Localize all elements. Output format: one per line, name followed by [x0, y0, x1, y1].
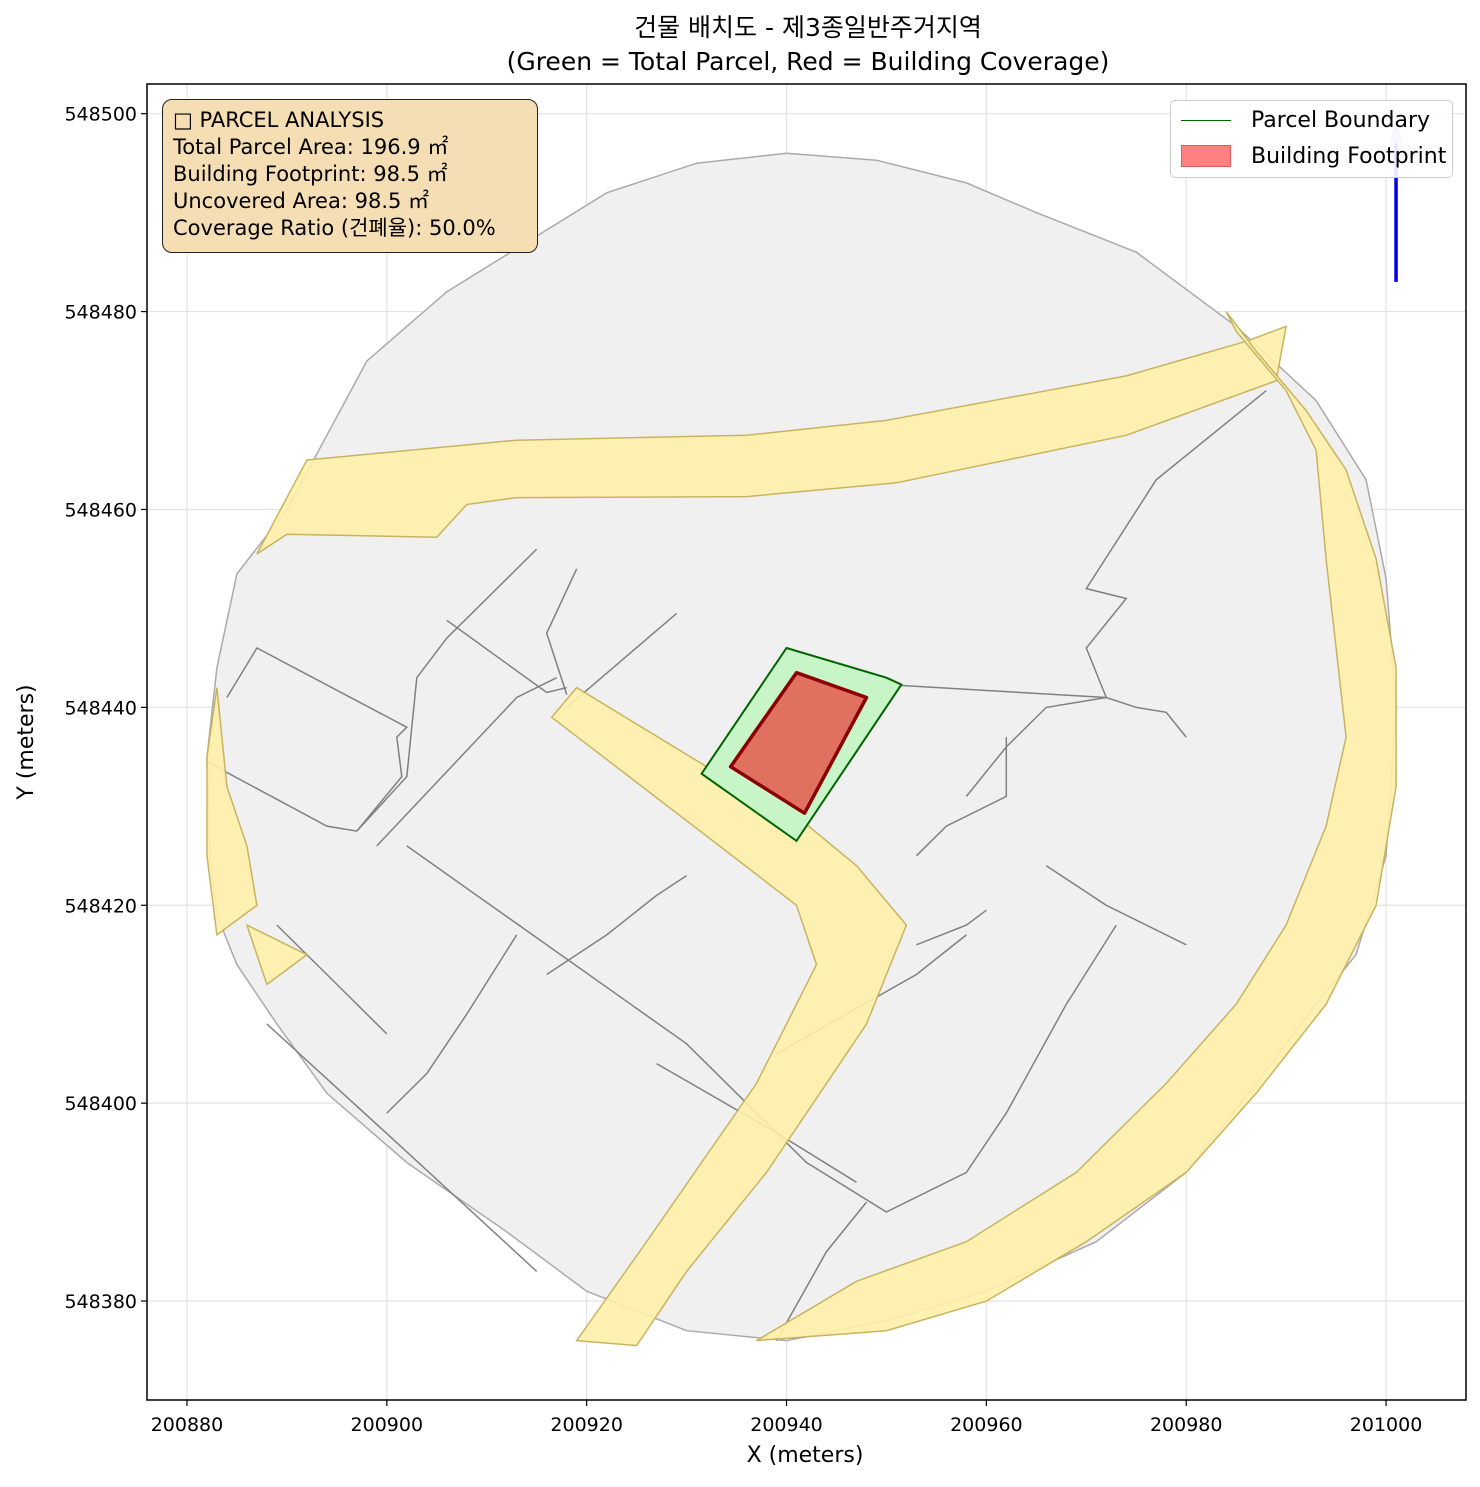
plot-frame: [146, 83, 1467, 1401]
x-axis-label: X (meters): [747, 1443, 864, 1468]
legend-line-swatch: [1181, 119, 1231, 121]
road-polygon: [550, 686, 908, 1347]
roads: [206, 311, 1397, 1347]
uncovered-area: Uncovered Area: 98.5 ㎡: [173, 189, 430, 213]
context-parcel-line: [446, 619, 567, 694]
coverage-ratio: Coverage Ratio (건폐율): 50.0%: [173, 216, 496, 240]
context-parcel-line: [1085, 390, 1267, 698]
y-tick-label: 548440: [64, 697, 137, 719]
road-polygon: [756, 311, 1397, 1342]
total-parcel-area: Total Parcel Area: 196.9 ㎡: [173, 135, 449, 159]
road-polygon: [245, 923, 309, 986]
legend-label-parcel-boundary: Parcel Boundary: [1251, 107, 1431, 133]
x-tick-label: 200920: [550, 1414, 623, 1436]
context-parcel-line: [886, 683, 1187, 738]
x-tick-label: 200880: [151, 1414, 224, 1436]
building-footprint: [728, 670, 869, 815]
info-box-title: □ PARCEL ANALYSIS: [173, 108, 385, 132]
y-tick-label: 548400: [64, 1093, 137, 1115]
context-parcel-line: [206, 647, 409, 832]
y-tick-label: 548500: [64, 104, 137, 126]
y-axis-label: Y (meters): [14, 684, 39, 800]
map-title-line1: 건물 배치도 - 제3종일반주거지역: [634, 13, 982, 42]
context-parcel-line: [916, 909, 987, 946]
context-parcel-line: [266, 1023, 538, 1272]
context-parcel-line: [356, 548, 538, 832]
context-parcel-line: [965, 696, 1107, 797]
context-parcel-line: [1045, 865, 1187, 946]
context-parcel-line: [546, 874, 688, 976]
parcel-analysis-box: □ PARCEL ANALYSIS Total Parcel Area: 196…: [162, 99, 538, 253]
road-polygon: [206, 687, 258, 937]
subject-parcel-layer: [700, 113, 1403, 843]
axis-ticks: 200880 200900 200920 200940 200960 200980 2010…: [64, 104, 1422, 1436]
building-footprint-area: Building Footprint: 98.5 ㎡: [173, 162, 448, 186]
context-parcel-line: [406, 845, 1117, 1213]
x-tick-label: 200980: [1150, 1414, 1223, 1436]
context-parcel-line: [775, 1201, 868, 1341]
context-parcel-line: [915, 737, 1008, 857]
map-title-line2: (Green = Total Parcel, Red = Building Co…: [507, 47, 1110, 76]
x-tick-label: 201000: [1350, 1414, 1423, 1436]
legend-label-building-footprint: Building Footprint: [1251, 143, 1447, 169]
legend: Parcel Boundary Building Footprint: [1170, 100, 1453, 178]
y-tick-label: 548460: [64, 499, 137, 521]
y-tick-label: 548380: [64, 1291, 137, 1313]
legend-patch-swatch: [1181, 145, 1231, 167]
y-tick-label: 548480: [64, 302, 137, 324]
x-tick-label: 200900: [351, 1414, 424, 1436]
x-tick-label: 200960: [950, 1414, 1023, 1436]
context-parcel-line: [376, 677, 558, 847]
road-polygon: [256, 325, 1288, 555]
legend-entry-building-footprint: Building Footprint: [1181, 141, 1446, 171]
legend-entry-parcel-boundary: Parcel Boundary: [1181, 105, 1430, 135]
x-tick-label: 200940: [750, 1414, 823, 1436]
context-parcel-line: [276, 924, 388, 1035]
context-parcel-line: [545, 568, 578, 695]
context-parcel-line: [566, 612, 678, 708]
y-tick-label: 548420: [64, 895, 137, 917]
context-parcel-line: [386, 934, 518, 1114]
